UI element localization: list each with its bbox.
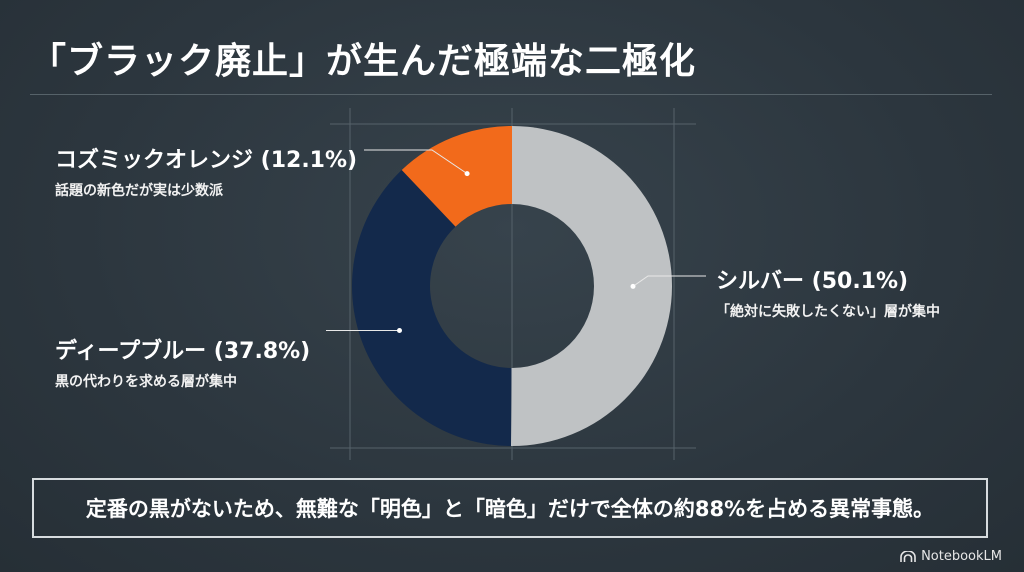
title-divider <box>30 94 992 95</box>
brand-mark: NotebookLM <box>900 549 1002 564</box>
label-cosmic-orange-title: コズミックオレンジ (12.1%) <box>55 148 358 173</box>
leader-silver <box>632 275 706 287</box>
slice-1 <box>352 170 512 446</box>
label-deep-blue: ディープブルー (37.8%) 黒の代わりを求める層が集中 <box>55 333 310 391</box>
label-cosmic-orange-note: 話題の新色だが実は少数派 <box>55 183 223 199</box>
dot-silver <box>630 283 636 289</box>
page-title: 「ブラック廃止」が生んだ極端な二極化 <box>30 41 697 82</box>
label-silver-title: シルバー (50.1%) <box>716 269 909 294</box>
dot-deep-blue <box>396 328 402 334</box>
label-cosmic-orange: コズミックオレンジ (12.1%) 話題の新色だが実は少数派 <box>55 142 357 200</box>
notebooklm-icon <box>900 550 916 562</box>
label-silver: シルバー (50.1%) 「絶対に失敗したくない」層が集中 <box>716 263 940 321</box>
leader-cosmic-orange <box>364 149 468 175</box>
slice-0 <box>510 126 672 446</box>
chart-leaders <box>326 149 706 334</box>
summary-box: 定番の黒がないため、無難な「明色」と「暗色」だけで全体の約88%を占める異常事態… <box>32 478 988 538</box>
slice-2 <box>401 126 512 227</box>
brand-name: NotebookLM <box>921 549 1002 564</box>
label-deep-blue-note: 黒の代わりを求める層が集中 <box>55 374 237 390</box>
summary-text: 定番の黒がないため、無難な「明色」と「暗色」だけで全体の約88%を占める異常事態… <box>85 497 935 521</box>
label-silver-note: 「絶対に失敗したくない」層が集中 <box>716 304 940 320</box>
dot-cosmic-orange <box>464 171 470 177</box>
label-deep-blue-title: ディープブルー (37.8%) <box>55 339 311 364</box>
chart-slices <box>352 126 672 446</box>
